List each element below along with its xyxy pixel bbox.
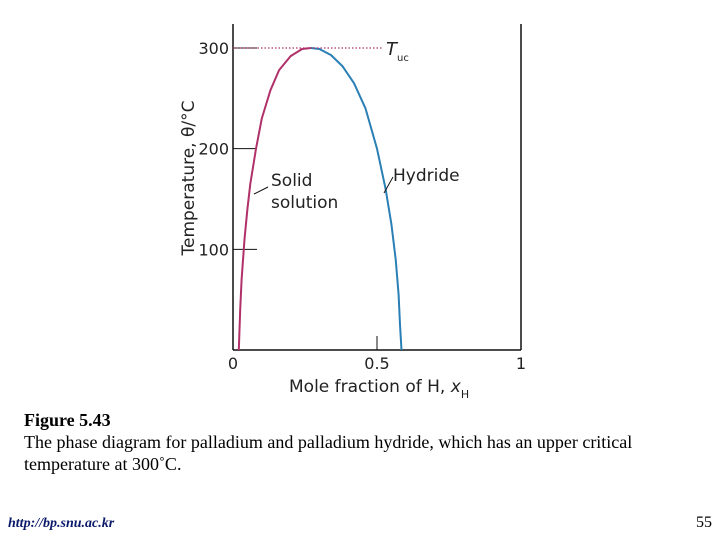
figure-caption-text: The phase diagram for palladium and pall…	[24, 432, 633, 474]
series-line-0	[237, 47, 311, 351]
solid-solution-line1: Solid	[271, 171, 312, 191]
solid-solution-line2: solution	[271, 193, 338, 213]
hydride-label: Hydride	[393, 166, 460, 186]
phase-diagram-chart: 100 200 300 0 0.5 1 Temperature, θ/°C Mole fr…	[179, 24, 526, 401]
hydride-leader	[383, 176, 394, 194]
solid-solution-leader	[253, 186, 269, 195]
page-number: 55	[696, 514, 712, 531]
critical-temperature-label: Tuc	[386, 39, 409, 64]
series-line-1	[310, 47, 403, 351]
x-tick-label-1: 1	[516, 354, 526, 373]
x-axis-label-text: Mole fraction of H,	[289, 377, 451, 397]
solid-solution-label: Solid solution	[271, 171, 338, 213]
figure-label: Figure 5.43	[24, 410, 111, 430]
critical-temperature-symbol: T	[386, 39, 399, 60]
x-axis-label-sub: H	[461, 388, 469, 401]
x-axis-label-var: x	[450, 377, 462, 397]
axis-ticks: 100 200 300 0 0.5 1	[198, 39, 526, 373]
critical-temperature-sub: uc	[397, 53, 409, 64]
x-tick-label-0: 0	[228, 354, 238, 373]
figure-caption: Figure 5.43 The phase diagram for pallad…	[24, 409, 664, 475]
x-tick-label-0.5: 0.5	[364, 354, 389, 373]
annotation-layer	[233, 47, 394, 195]
x-axis-label: Mole fraction of H, xH	[289, 377, 469, 401]
series-layer	[237, 47, 403, 351]
footer-url-link[interactable]: http://bp.snu.ac.kr	[8, 516, 115, 531]
y-tick-label-200: 200	[198, 140, 229, 159]
y-tick-label-300: 300	[198, 39, 229, 58]
y-axis-label: Temperature, θ/°C	[179, 101, 199, 257]
y-tick-label-100: 100	[198, 240, 229, 259]
